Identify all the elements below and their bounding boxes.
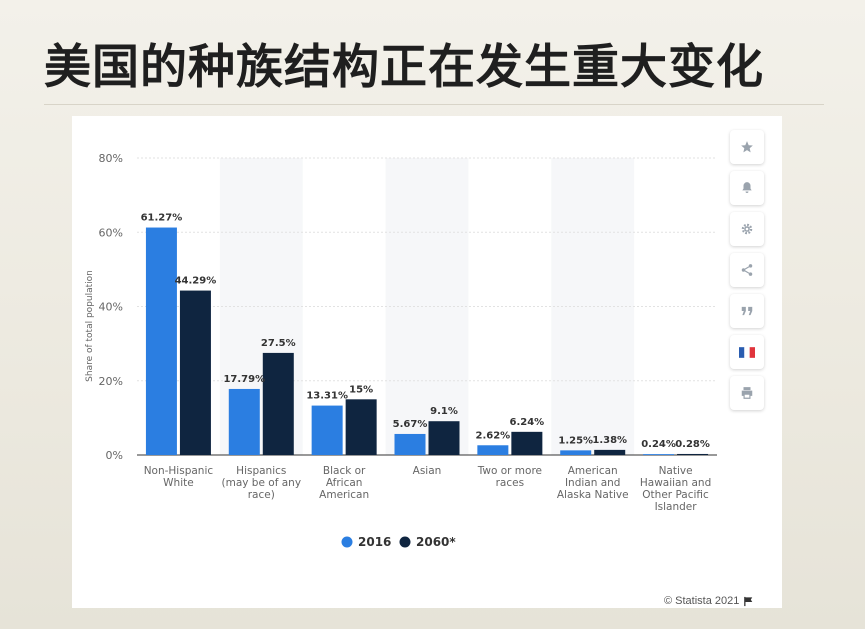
x-tick-label: Black or African American bbox=[319, 465, 369, 501]
y-tick-label: 0% bbox=[106, 449, 123, 462]
y-tick-label: 20% bbox=[99, 375, 123, 388]
notification-button[interactable] bbox=[730, 171, 764, 205]
star-icon bbox=[741, 141, 753, 153]
quote-icon bbox=[741, 306, 753, 316]
bar-2060-4 bbox=[511, 431, 543, 455]
favorite-button[interactable] bbox=[730, 130, 764, 164]
slide-title: 美国的种族结构正在发生重大变化 bbox=[44, 40, 764, 95]
y-axis-label: Share of total population bbox=[85, 270, 95, 382]
bar-2060-3 bbox=[428, 421, 460, 455]
x-tick-label: Two or more races bbox=[477, 465, 542, 489]
data-label: 2.62% bbox=[476, 430, 511, 441]
legend-label: 2016 bbox=[358, 535, 391, 549]
y-tick-label: 60% bbox=[99, 226, 123, 239]
bar-2060-6 bbox=[677, 453, 709, 455]
credit-text: © Statista 2021 bbox=[664, 595, 740, 607]
data-label: 6.24% bbox=[510, 417, 545, 428]
data-label: 5.67% bbox=[393, 419, 428, 430]
bar-2016-0 bbox=[145, 227, 177, 455]
data-label: 27.5% bbox=[261, 338, 296, 349]
cite-button[interactable] bbox=[730, 294, 764, 328]
title-divider bbox=[44, 104, 824, 105]
x-tick-label: American Indian and Alaska Native bbox=[557, 465, 629, 501]
bar-2060-1 bbox=[262, 352, 294, 455]
bell-icon bbox=[742, 182, 752, 193]
bar-2016-2 bbox=[311, 405, 343, 455]
bar-2016-6 bbox=[643, 454, 675, 455]
bar-chart: 0% 20% 40% 60% 80% Share of total population… bbox=[85, 152, 717, 549]
y-tick-label: 40% bbox=[99, 301, 123, 314]
source-credit[interactable]: © Statista 2021 bbox=[664, 595, 754, 607]
legend-marker bbox=[341, 536, 353, 548]
y-tick-label: 80% bbox=[99, 152, 123, 165]
data-label: 15% bbox=[349, 384, 373, 395]
french-flag-icon bbox=[739, 346, 755, 358]
data-label: 0.28% bbox=[675, 439, 710, 450]
data-label: 1.38% bbox=[592, 435, 627, 446]
share-button[interactable] bbox=[730, 253, 764, 287]
bar-2060-2 bbox=[345, 399, 377, 455]
bar-2016-3 bbox=[394, 433, 426, 455]
x-tick-label: Asian bbox=[413, 465, 442, 477]
bar-2016-4 bbox=[477, 445, 509, 455]
settings-button[interactable] bbox=[730, 212, 764, 246]
print-icon bbox=[741, 387, 753, 399]
data-label: 44.29% bbox=[175, 276, 217, 287]
share-icon bbox=[741, 264, 753, 276]
chart-toolbar bbox=[730, 130, 764, 417]
data-label: 1.25% bbox=[558, 435, 593, 446]
legend-label: 2060* bbox=[416, 535, 456, 549]
bar-2016-1 bbox=[228, 388, 260, 455]
bar-2016-5 bbox=[560, 450, 592, 455]
x-tick-label: Non-Hispanic White bbox=[144, 465, 214, 489]
print-button[interactable] bbox=[730, 376, 764, 410]
x-tick-label: Native Hawaiian and Other Pacific Islander bbox=[640, 465, 711, 513]
data-label: 17.79% bbox=[223, 374, 265, 385]
legend-marker bbox=[399, 536, 411, 548]
bar-2060-5 bbox=[594, 449, 626, 455]
data-label: 61.27% bbox=[141, 213, 183, 224]
language-button[interactable] bbox=[730, 335, 764, 369]
data-label: 9.1% bbox=[430, 406, 458, 417]
data-label: 0.24% bbox=[641, 439, 676, 450]
bar-2060-0 bbox=[179, 290, 211, 455]
x-tick-label: Hispanics (may be of any race) bbox=[222, 465, 302, 501]
data-label: 13.31% bbox=[306, 391, 348, 402]
gear-icon bbox=[741, 223, 753, 235]
flag-icon bbox=[744, 596, 753, 606]
